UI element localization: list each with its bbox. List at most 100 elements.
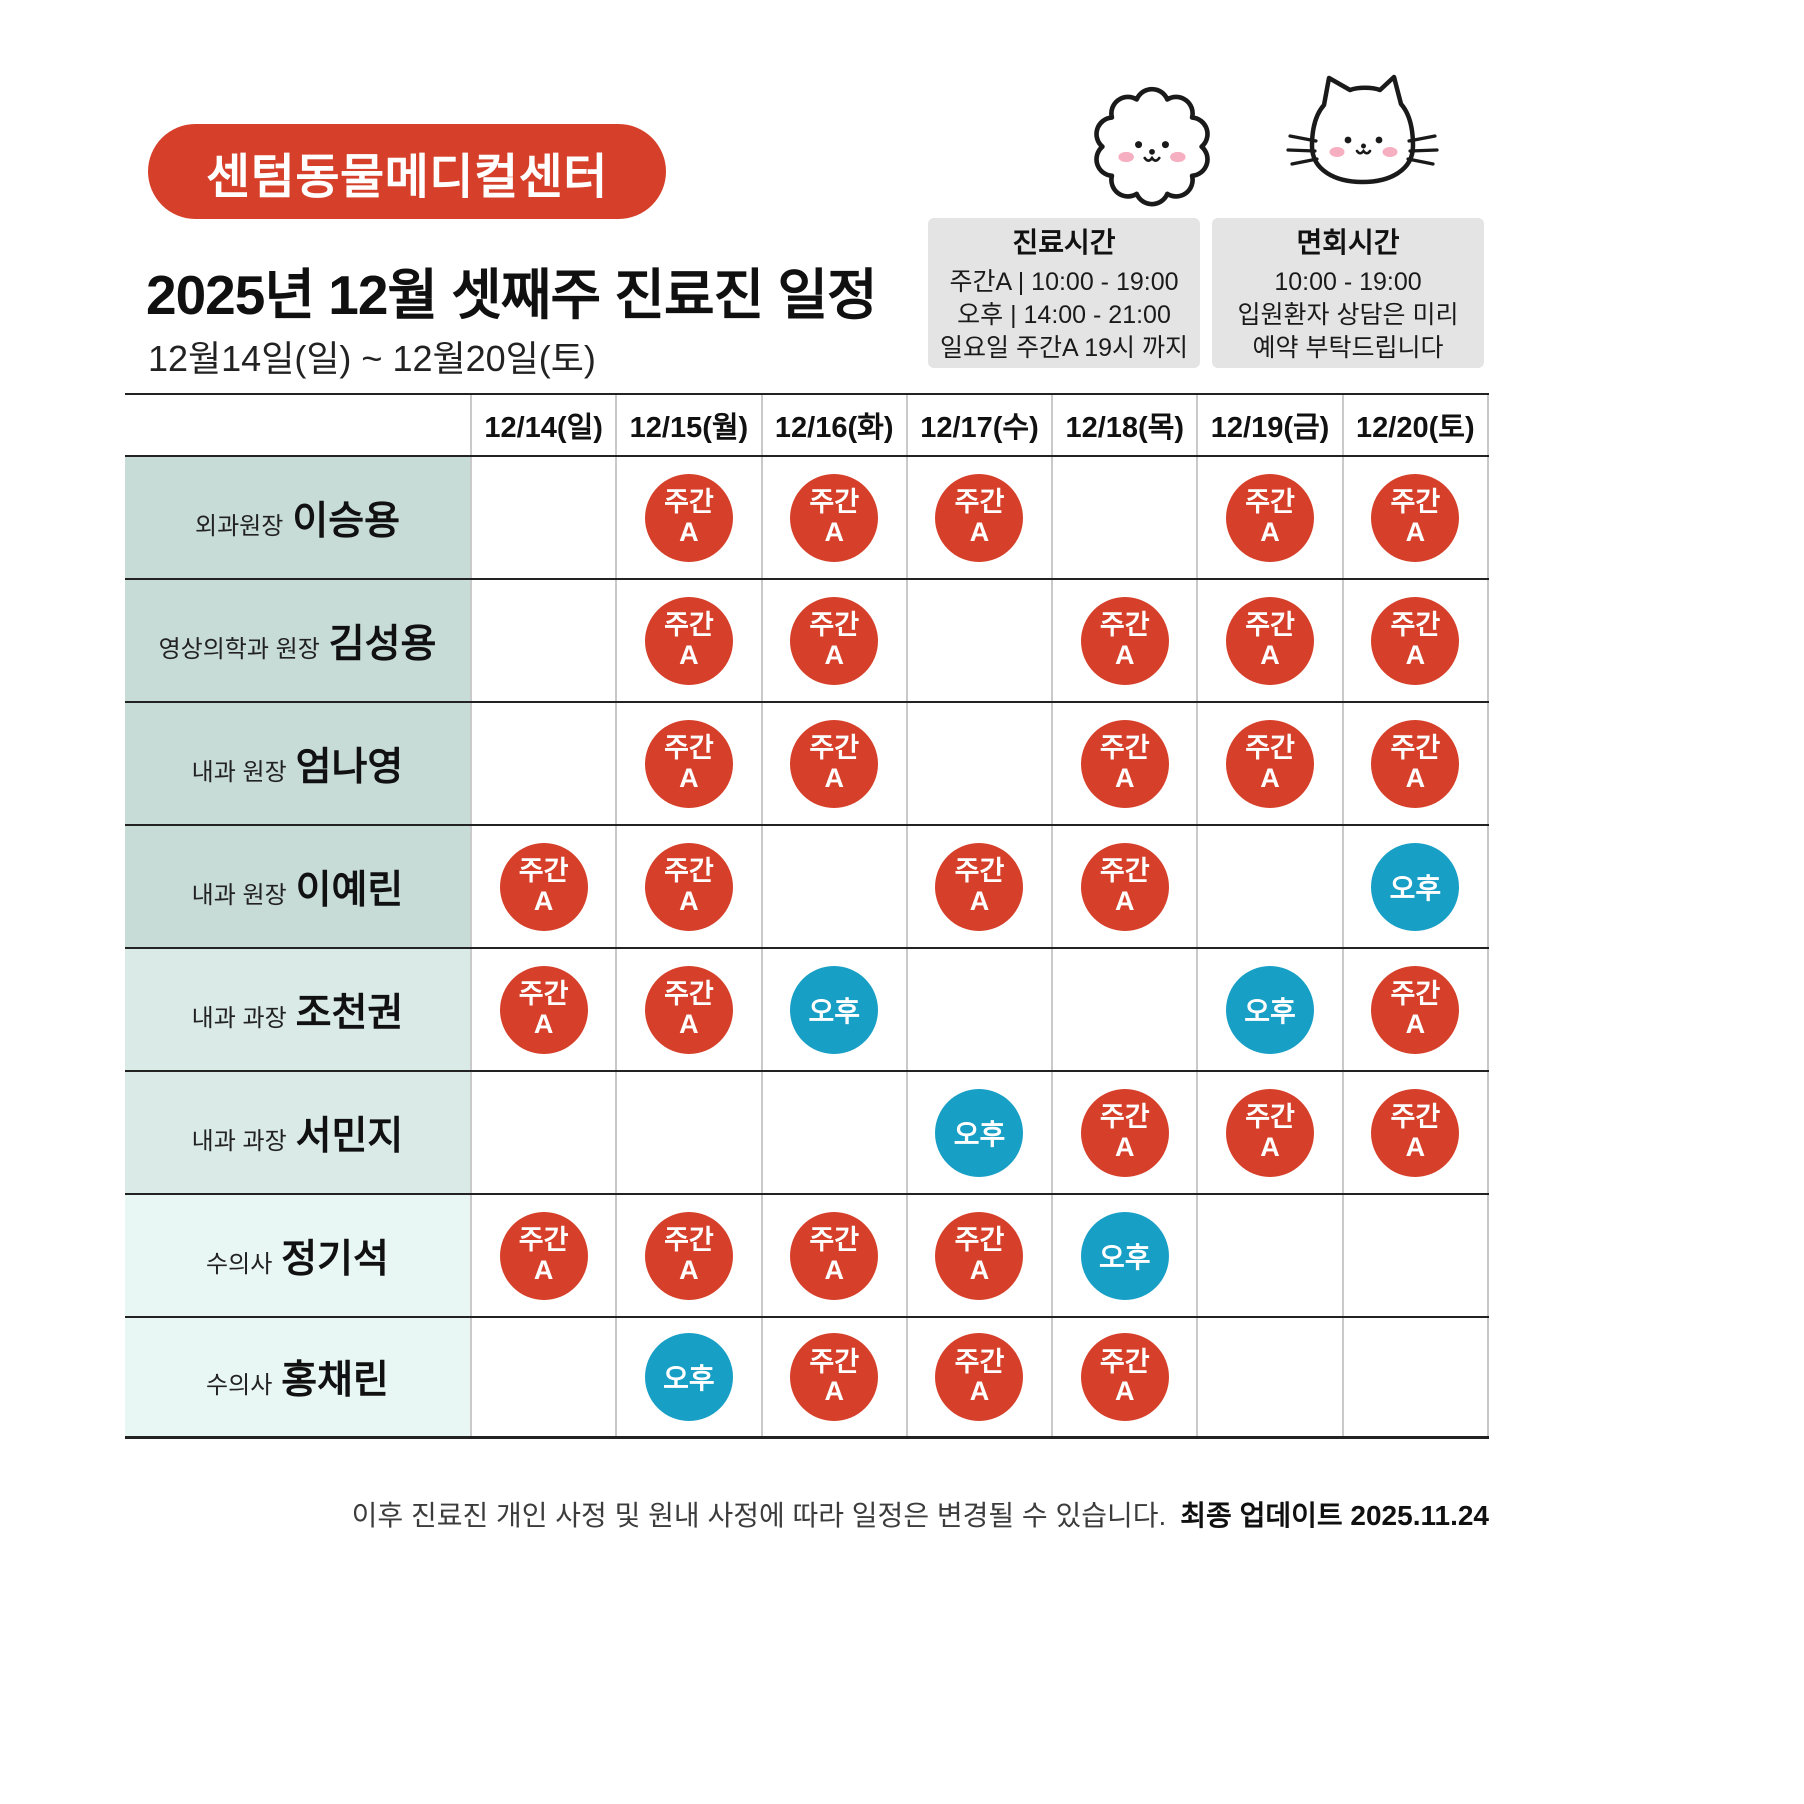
- day-header: 12/17(수): [905, 395, 1051, 455]
- doctor-label-cell: 내과 원장 이예린: [125, 826, 470, 947]
- dog-icon: [1072, 64, 1232, 224]
- shift-cell: [1196, 1195, 1341, 1316]
- shift-dayA-badge: 주간 A: [644, 842, 733, 931]
- shift-cell: [760, 826, 906, 947]
- shift-cell: [905, 703, 1051, 824]
- shift-label: 주간: [1245, 610, 1295, 641]
- shift-label: 주간: [1390, 487, 1441, 518]
- shift-cell: 주간 A: [470, 826, 615, 947]
- day-header: 12/20(토): [1341, 395, 1489, 455]
- day-header: 12/16(화): [760, 395, 906, 455]
- day-header: 12/14(일): [470, 395, 615, 455]
- shift-dayA-badge: 주간 A: [1371, 719, 1460, 808]
- doctor-role: 내과 원장: [191, 881, 287, 909]
- shift-label: A: [824, 1376, 844, 1406]
- visiting-hours-line: 입원환자 상담은 미리: [1237, 300, 1459, 329]
- corner-cell: [125, 395, 470, 455]
- shift-dayA-badge: 주간 A: [1080, 596, 1169, 685]
- shift-dayA-badge: 주간 A: [644, 965, 733, 1054]
- doctor-label-cell: 수의사 정기석: [125, 1195, 470, 1316]
- shift-label: A: [533, 885, 554, 916]
- shift-cell: [470, 1318, 615, 1436]
- shift-dayA-badge: 주간 A: [790, 1211, 879, 1300]
- shift-cell: 주간 A: [615, 826, 760, 947]
- shift-cell: 주간 A: [1051, 703, 1196, 824]
- shift-label: A: [969, 885, 990, 916]
- shift-label: 주간: [1390, 733, 1441, 764]
- shift-cell: 오후: [1341, 826, 1489, 947]
- shift-dayA-badge: 주간 A: [499, 965, 588, 1054]
- shift-afternoon-badge: 오후: [644, 1333, 733, 1421]
- shift-dayA-badge: 주간 A: [644, 473, 733, 562]
- shift-cell: 주간 A: [905, 1195, 1051, 1316]
- shift-label: A: [679, 762, 699, 793]
- shift-cell: 오후: [1051, 1195, 1196, 1316]
- shift-cell: 주간 A: [615, 703, 760, 824]
- shift-dayA-badge: 주간 A: [1080, 842, 1169, 931]
- shift-label: A: [1405, 516, 1426, 547]
- clinic-hours-title: 진료시간: [1012, 226, 1116, 258]
- shift-cell: [1196, 1318, 1341, 1436]
- shift-label: A: [1115, 885, 1135, 916]
- shift-cell: 주간 A: [470, 1195, 615, 1316]
- shift-label: 주간: [954, 1346, 1005, 1377]
- doctor-name: 김성용: [328, 622, 437, 666]
- table-row: 수의사 홍채린 오후 주간 A 주간 A 주간 A: [125, 1316, 1489, 1439]
- shift-cell: 주간 A: [615, 457, 760, 578]
- shift-label: A: [824, 639, 844, 670]
- shift-label: 주간: [664, 487, 714, 518]
- table-row: 내과 과장 조천권 주간 A 주간 A 오후 오후 주간 A: [125, 947, 1489, 1070]
- shift-dayA-badge: 주간 A: [1226, 1088, 1315, 1177]
- shift-label: A: [1405, 762, 1426, 793]
- shift-cell: 오후: [905, 1072, 1051, 1193]
- shift-label: A: [679, 516, 699, 547]
- day-header: 12/18(목): [1051, 395, 1196, 455]
- shift-cell: 주간 A: [760, 1195, 906, 1316]
- shift-cell: 주간 A: [760, 580, 906, 701]
- shift-dayA-badge: 주간 A: [1226, 473, 1315, 562]
- shift-dayA-badge: 주간 A: [1226, 719, 1315, 808]
- shift-cell: 주간 A: [615, 580, 760, 701]
- doctor-label-cell: 내과 과장 조천권: [125, 949, 470, 1070]
- table-row: 내과 과장 서민지 오후 주간 A 주간 A 주간 A: [125, 1070, 1489, 1193]
- shift-cell: [1051, 949, 1196, 1070]
- shift-label: A: [1405, 1008, 1426, 1039]
- shift-label: A: [533, 1254, 554, 1285]
- shift-dayA-badge: 주간 A: [644, 719, 733, 808]
- shift-cell: 주간 A: [615, 1195, 760, 1316]
- visiting-hours-line: 10:00 - 19:00: [1274, 267, 1422, 296]
- shift-label: A: [1115, 639, 1135, 670]
- visiting-hours-line: 예약 부탁드립니다: [1252, 334, 1444, 363]
- shift-label: A: [824, 762, 844, 793]
- doctor-name: 이승용: [292, 499, 400, 543]
- shift-label: 주간: [1245, 487, 1295, 518]
- shift-cell: 주간 A: [1196, 703, 1341, 824]
- shift-dayA-badge: 주간 A: [790, 596, 879, 685]
- shift-dayA-badge: 주간 A: [935, 842, 1024, 931]
- shift-afternoon-badge: 오후: [935, 1088, 1024, 1177]
- shift-cell: 주간 A: [1341, 580, 1489, 701]
- shift-label: 주간: [1099, 856, 1150, 887]
- shift-cell: 주간 A: [905, 457, 1051, 578]
- shift-label: A: [1115, 1376, 1135, 1406]
- shift-label: A: [1115, 1131, 1135, 1162]
- shift-label: 주간: [809, 733, 860, 764]
- shift-dayA-badge: 주간 A: [790, 473, 879, 562]
- shift-cell: 주간 A: [1051, 1072, 1196, 1193]
- shift-label: 주간: [664, 856, 714, 887]
- doctor-role: 외과원장: [195, 512, 284, 540]
- shift-dayA-badge: 주간 A: [1080, 1088, 1169, 1177]
- shift-cell: [905, 580, 1051, 701]
- shift-dayA-badge: 주간 A: [1226, 596, 1315, 685]
- doctor-name: 조천권: [295, 991, 404, 1035]
- shift-cell: 주간 A: [615, 949, 760, 1070]
- doctor-name: 정기석: [281, 1237, 389, 1281]
- shift-label: 주간: [1390, 1102, 1441, 1133]
- doctor-role: 수의사: [206, 1372, 273, 1399]
- table-header-row: 12/14(일) 12/15(월) 12/16(화) 12/17(수) 12/18(목)…: [125, 393, 1489, 455]
- clinic-hours-line: 오후 | 14:00 - 21:00: [957, 300, 1171, 329]
- shift-dayA-badge: 주간 A: [935, 1211, 1024, 1300]
- shift-label: 주간: [664, 1225, 714, 1256]
- shift-cell: 주간 A: [1196, 1072, 1341, 1193]
- date-range: 12월14일(일) ~ 12월20일(토): [148, 338, 596, 379]
